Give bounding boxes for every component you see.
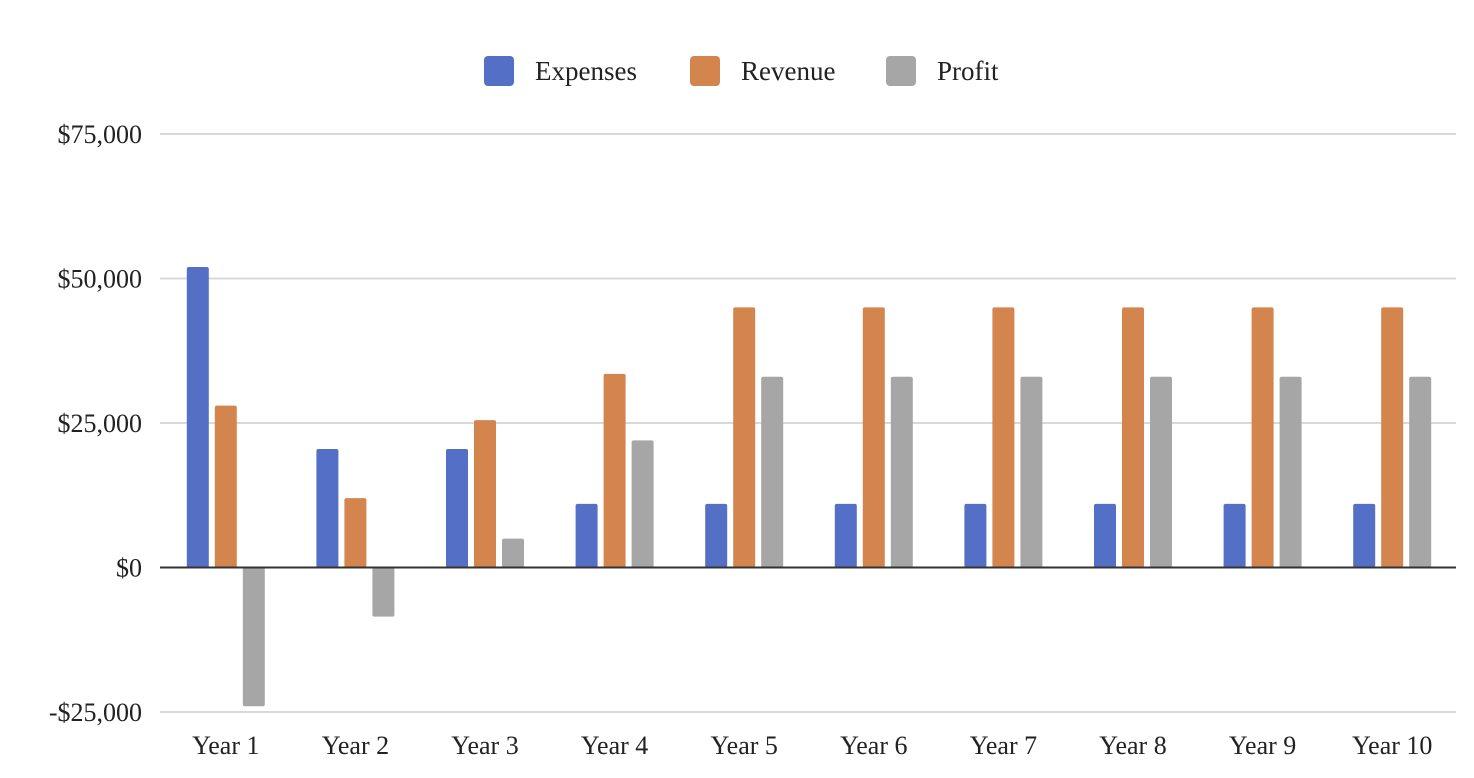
bar-expenses-6 — [834, 503, 857, 568]
x-tick-label: Year 6 — [840, 731, 907, 760]
bar-profit-7 — [1020, 376, 1043, 568]
bar-revenue-9 — [1251, 307, 1274, 568]
bar-profit-1 — [242, 567, 265, 707]
legend-label: Profit — [937, 56, 999, 86]
legend: Expenses Revenue Profit — [484, 56, 999, 86]
y-tick-label: $75,000 — [58, 120, 143, 149]
bar-revenue-6 — [862, 307, 885, 568]
x-tick-label: Year 7 — [970, 731, 1037, 760]
bar-expenses-7 — [964, 503, 987, 568]
x-tick-label: Year 2 — [322, 731, 389, 760]
bar-expenses-9 — [1223, 503, 1246, 568]
x-tick-label: Year 4 — [581, 731, 648, 760]
x-tick-label: Year 8 — [1099, 731, 1166, 760]
x-tick-label: Year 5 — [710, 731, 777, 760]
bars — [186, 266, 1432, 707]
x-tick-label: Year 1 — [192, 731, 259, 760]
legend-label: Expenses — [535, 56, 637, 86]
bar-revenue-7 — [992, 307, 1015, 568]
bar-profit-10 — [1409, 376, 1432, 568]
bar-profit-5 — [761, 376, 784, 568]
bar-expenses-8 — [1094, 503, 1116, 568]
bar-profit-4 — [631, 440, 654, 568]
bar-expenses-3 — [446, 449, 468, 568]
bar-profit-3 — [502, 538, 524, 568]
bar-expenses-1 — [186, 266, 209, 568]
bar-revenue-10 — [1381, 307, 1404, 568]
x-tick-label: Year 10 — [1352, 731, 1432, 760]
x-axis-tick-labels: Year 1 Year 2 Year 3 Year 4 Year 5 Year 6 Year… — [192, 731, 1432, 760]
legend-swatch — [886, 56, 916, 86]
gridlines — [160, 133, 1456, 713]
bar-profit-9 — [1279, 376, 1302, 568]
legend-item-profit: Profit — [886, 56, 999, 86]
x-tick-label: Year 3 — [451, 731, 518, 760]
y-tick-label: -$25,000 — [49, 698, 142, 727]
y-tick-label: $0 — [116, 554, 142, 583]
bar-revenue-8 — [1122, 307, 1144, 568]
y-tick-label: $25,000 — [58, 409, 143, 438]
bar-revenue-5 — [733, 307, 756, 568]
bar-revenue-1 — [214, 405, 237, 568]
y-axis-tick-labels: $75,000 $50,000 $25,000 $0 -$25,000 — [49, 120, 142, 727]
legend-item-expenses: Expenses — [484, 56, 637, 86]
bar-expenses-2 — [316, 449, 339, 568]
bar-profit-6 — [890, 376, 913, 568]
y-tick-label: $50,000 — [58, 265, 143, 294]
bar-expenses-5 — [705, 503, 728, 568]
bar-expenses-10 — [1353, 503, 1376, 568]
legend-label: Revenue — [741, 56, 835, 86]
bar-revenue-4 — [603, 373, 626, 568]
bar-expenses-4 — [575, 503, 598, 568]
legend-swatch — [690, 56, 720, 86]
x-tick-label: Year 9 — [1229, 731, 1296, 760]
bar-profit-2 — [372, 567, 395, 617]
legend-item-revenue: Revenue — [690, 56, 835, 86]
bar-profit-8 — [1150, 376, 1172, 568]
bar-revenue-3 — [474, 420, 496, 568]
legend-swatch — [484, 56, 514, 86]
bar-revenue-2 — [344, 498, 367, 568]
